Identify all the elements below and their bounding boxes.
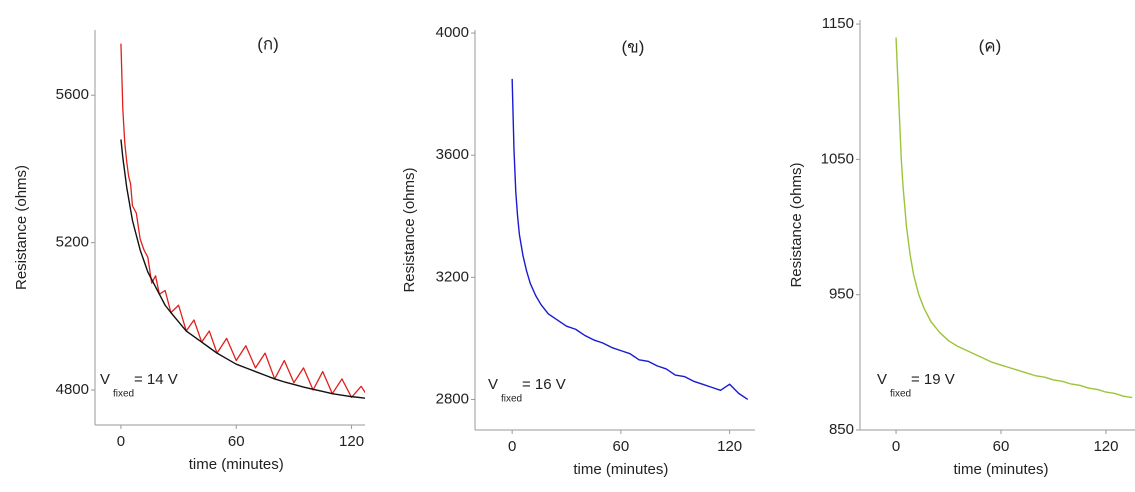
y-tick-label: 4000 <box>436 24 469 41</box>
y-tick-label: 1050 <box>821 150 854 167</box>
x-tick-label: 60 <box>228 433 245 450</box>
y-axis-label: Resistance (ohms) <box>401 167 418 292</box>
annotation-subscript: fixed <box>501 394 522 405</box>
annotation-symbol: V <box>488 376 498 393</box>
panel-label: (ข) <box>622 37 645 56</box>
panel: 2800 3200 3600 4000 0 60 120 time (minutes) Resi… <box>401 24 755 478</box>
panel: 850 950 1050 1150 0 60 120 time (minutes) Resist… <box>788 15 1135 478</box>
panel-label: (ค) <box>979 36 1002 55</box>
data-line <box>895 37 1133 399</box>
annotation-text: = 16 V <box>522 376 566 393</box>
y-axis-label: Resistance (ohms) <box>13 165 30 290</box>
y-tick-label: 5200 <box>56 234 89 251</box>
x-tick-label: 60 <box>613 438 630 455</box>
data-line <box>120 43 365 399</box>
plot-lines <box>511 78 749 401</box>
annotation-text: = 14 V <box>134 371 178 388</box>
x-tick-label: 120 <box>1093 438 1118 455</box>
annotation-symbol: V <box>100 371 110 388</box>
panel-label: (ก) <box>257 34 279 53</box>
x-axis-label: time (minutes) <box>573 461 668 478</box>
x-tick-label: 60 <box>993 438 1010 455</box>
y-tick-label: 850 <box>829 421 854 438</box>
x-tick-label: 120 <box>339 433 364 450</box>
y-tick-label: 2800 <box>436 390 469 407</box>
annotation-subscript: fixed <box>113 389 134 400</box>
y-tick-label: 5600 <box>56 86 89 103</box>
y-tick-label: 1150 <box>822 15 854 32</box>
annotation-text: = 19 V <box>911 371 955 388</box>
plot-lines <box>895 37 1133 399</box>
x-tick-label: 0 <box>508 438 516 455</box>
y-axis-label: Resistance (ohms) <box>788 162 805 287</box>
plot-lines <box>120 43 365 399</box>
x-axis-label: time (minutes) <box>189 456 284 473</box>
y-tick-label: 3600 <box>436 146 469 163</box>
annotation-symbol: V <box>877 371 887 388</box>
y-tick-label: 3200 <box>436 268 469 285</box>
data-line <box>120 139 365 399</box>
x-tick-label: 120 <box>717 438 742 455</box>
x-axis-label: time (minutes) <box>953 461 1048 478</box>
y-tick-label: 4800 <box>56 381 89 398</box>
annotation-subscript: fixed <box>890 389 911 400</box>
x-tick-label: 0 <box>892 438 900 455</box>
x-tick-label: 0 <box>117 433 125 450</box>
panel: 4800 5200 5600 0 60 120 time (minutes) Resistan… <box>13 30 365 473</box>
data-line <box>511 78 749 401</box>
y-tick-label: 950 <box>829 286 854 303</box>
